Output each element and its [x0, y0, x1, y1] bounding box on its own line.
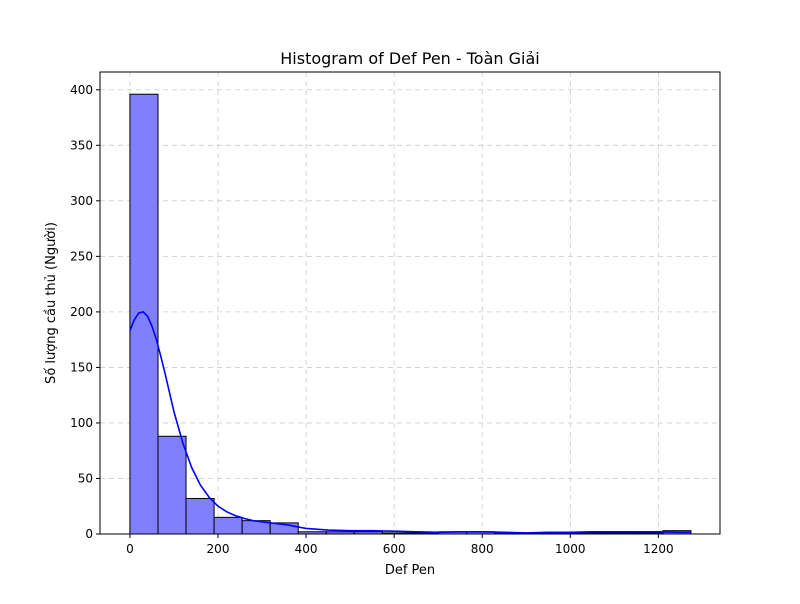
x-axis-ticks: 0 200 400 600 800 1000 1200 — [126, 534, 674, 556]
histogram-bar — [213, 516, 243, 535]
y-tick-label: 100 — [70, 416, 93, 430]
x-tick-label: 1200 — [643, 542, 674, 556]
x-tick-label: 200 — [207, 542, 230, 556]
kde-curve — [129, 311, 691, 534]
y-tick-label: 300 — [70, 194, 93, 208]
x-tick-label: 400 — [295, 542, 318, 556]
y-axis-ticks: 0 50 100 150 200 250 300 350 400 — [70, 83, 100, 541]
x-axis-label: Def Pen — [385, 563, 435, 578]
x-tick-label: 600 — [383, 542, 406, 556]
y-tick-label: 250 — [70, 249, 93, 263]
histogram-bar — [129, 93, 159, 535]
x-tick-label: 800 — [471, 542, 494, 556]
histogram-bar — [157, 435, 187, 535]
y-tick-label: 400 — [70, 83, 93, 97]
histogram-bar — [185, 497, 215, 535]
y-tick-label: 0 — [85, 527, 93, 541]
x-tick-label: 1000 — [555, 542, 586, 556]
x-tick-label: 0 — [126, 542, 134, 556]
plot-area-frame — [99, 71, 721, 535]
y-tick-label: 200 — [70, 305, 93, 319]
y-tick-label: 150 — [70, 360, 93, 374]
y-axis-label: Số lượng cầu thủ (Người) — [44, 222, 59, 384]
y-tick-label: 50 — [78, 471, 93, 485]
y-tick-label: 350 — [70, 138, 93, 152]
chart-title: Histogram of Def Pen - Toàn Giải — [280, 49, 539, 68]
